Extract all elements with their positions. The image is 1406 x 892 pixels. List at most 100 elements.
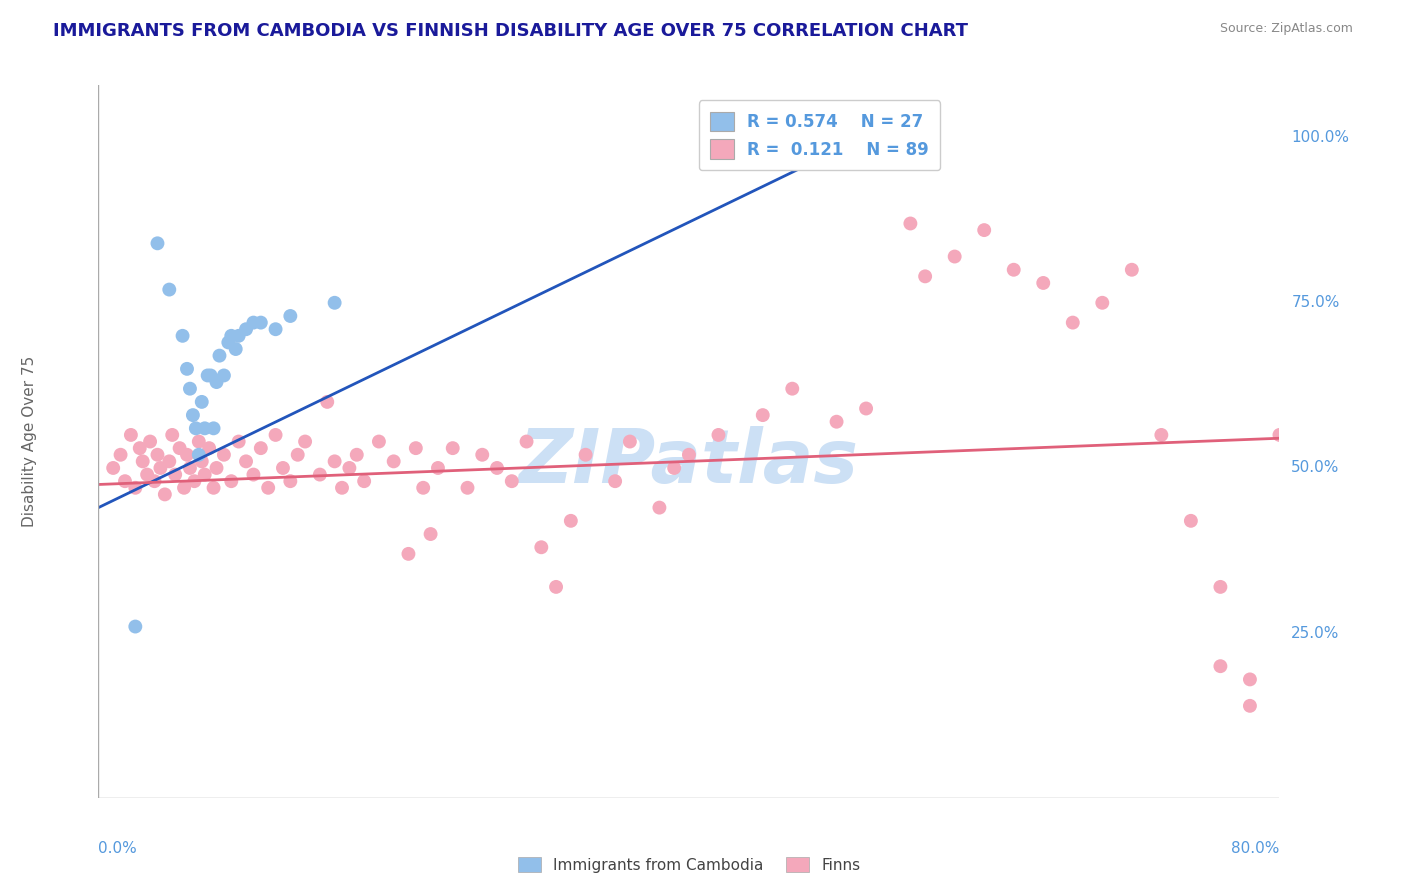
Legend: Immigrants from Cambodia, Finns: Immigrants from Cambodia, Finns [517, 857, 860, 872]
Point [943, 250, 966, 264]
Point [914, 269, 936, 284]
Point [309, 467, 332, 482]
Text: 80.0%: 80.0% [1232, 841, 1279, 856]
Point [202, 481, 225, 495]
Point [516, 434, 538, 449]
Point [184, 421, 207, 435]
Point [412, 481, 434, 495]
Point [149, 461, 172, 475]
Text: 100.0%: 100.0% [1291, 130, 1350, 145]
Point [257, 481, 280, 495]
Point [183, 474, 205, 488]
Point [103, 461, 125, 475]
Point [264, 322, 287, 336]
Point [165, 467, 187, 482]
Point [176, 362, 198, 376]
Point [678, 448, 700, 462]
Point [173, 481, 195, 495]
Point [1268, 428, 1291, 442]
Point [242, 316, 264, 330]
Point [198, 441, 221, 455]
Point [419, 527, 441, 541]
Point [225, 342, 247, 356]
Point [197, 368, 219, 383]
Point [228, 328, 250, 343]
Text: Source: ZipAtlas.com: Source: ZipAtlas.com [1219, 22, 1353, 36]
Point [330, 481, 353, 495]
Point [205, 375, 228, 389]
Point [153, 487, 176, 501]
Point [181, 408, 204, 422]
Point [110, 448, 132, 462]
Point [648, 500, 671, 515]
Text: 25.0%: 25.0% [1291, 625, 1340, 640]
Point [162, 428, 183, 442]
Point [323, 295, 346, 310]
Point [250, 441, 273, 455]
Point [855, 401, 877, 416]
Point [280, 474, 302, 488]
Point [187, 434, 209, 449]
Point [202, 421, 225, 435]
Point [339, 461, 361, 475]
Point [457, 481, 479, 495]
Point [132, 454, 155, 468]
Point [398, 547, 420, 561]
Point [212, 448, 235, 462]
Point [1091, 295, 1114, 310]
Point [1209, 659, 1232, 673]
Text: 0.0%: 0.0% [98, 841, 138, 856]
Point [441, 441, 464, 455]
Point [242, 467, 264, 482]
Point [264, 428, 287, 442]
Point [200, 368, 222, 383]
Point [575, 448, 598, 462]
Point [124, 619, 146, 633]
Text: Disability Age Over 75: Disability Age Over 75 [22, 356, 38, 527]
Point [1121, 262, 1143, 277]
Point [205, 461, 228, 475]
Point [1209, 580, 1232, 594]
Point [1002, 262, 1025, 277]
Point [146, 236, 169, 251]
Point [120, 428, 142, 442]
Point [368, 434, 391, 449]
Text: ZIPatlas: ZIPatlas [519, 426, 859, 500]
Point [1062, 316, 1084, 330]
Point [157, 283, 180, 297]
Point [172, 328, 194, 343]
Text: 75.0%: 75.0% [1291, 295, 1340, 310]
Point [194, 467, 217, 482]
Point [353, 474, 375, 488]
Text: 50.0%: 50.0% [1291, 460, 1340, 475]
Point [707, 428, 730, 442]
Point [323, 454, 346, 468]
Point [169, 441, 191, 455]
Point [187, 448, 209, 462]
Point [191, 395, 214, 409]
Point [471, 448, 494, 462]
Point [191, 454, 214, 468]
Point [973, 223, 995, 237]
Point [235, 322, 257, 336]
Point [114, 474, 136, 488]
Point [900, 217, 922, 231]
Point [501, 474, 523, 488]
Point [664, 461, 686, 475]
Point [217, 335, 239, 350]
Point [250, 316, 273, 330]
Point [382, 454, 405, 468]
Point [146, 448, 169, 462]
Point [1180, 514, 1202, 528]
Point [1239, 673, 1261, 687]
Point [316, 395, 339, 409]
Point [619, 434, 641, 449]
Point [208, 349, 231, 363]
Point [139, 434, 162, 449]
Point [136, 467, 159, 482]
Point [235, 454, 257, 468]
Point [782, 382, 804, 396]
Point [546, 580, 568, 594]
Point [560, 514, 582, 528]
Point [221, 328, 243, 343]
